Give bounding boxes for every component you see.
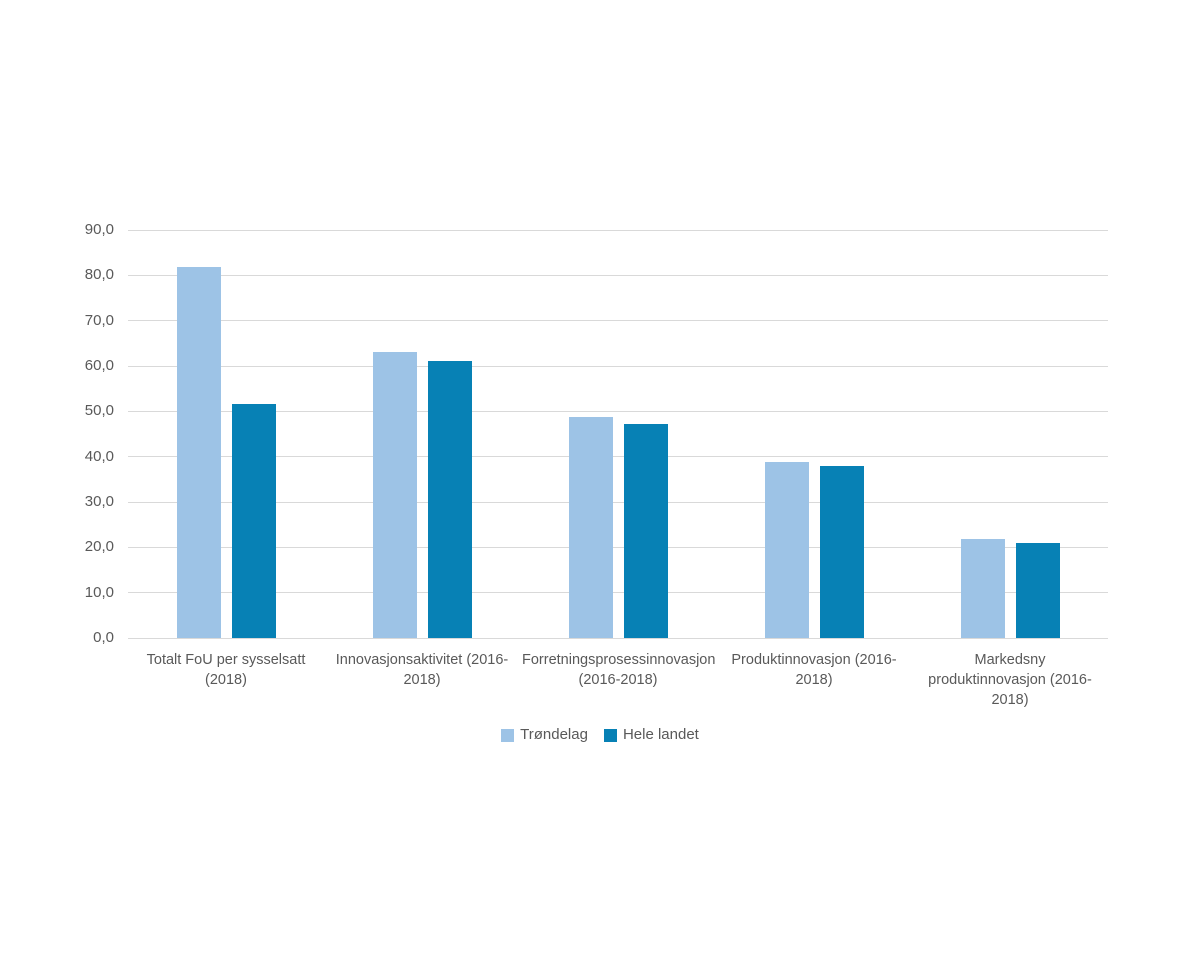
bar-hele-landet [623, 424, 668, 638]
y-tick-label: 0,0 [93, 629, 114, 646]
y-axis-tick-labels: 0,0 10,0 20,0 30,0 40,0 50,0 60,0 70,0 80,0 90,0 [14, 0, 114, 973]
y-tick-label: 20,0 [84, 538, 114, 556]
bar-hele-landet [819, 465, 864, 638]
y-tick-label: 90,0 [84, 221, 114, 238]
x-category-label: Totalt FoU per sysselsatt (2018) [128, 650, 324, 690]
legend-label: Trøndelag [520, 726, 588, 743]
legend: Trøndelag Hele landet [0, 726, 1200, 744]
bar-group-3 [520, 230, 716, 638]
gridline-y-20 [128, 546, 1108, 548]
legend-item-hele-landet: Hele landet [603, 726, 699, 744]
x-category-label: Markedsny produktinnovasjon (2016-2018) [912, 650, 1108, 710]
gridline-y-30 [128, 501, 1108, 503]
gridline-y-90 [128, 229, 1108, 231]
gridline-y-60 [128, 365, 1108, 367]
bar-trøndelag [176, 267, 221, 638]
y-tick-label: 40,0 [84, 447, 114, 465]
legend-swatch-icon [501, 728, 515, 742]
gridline-y-80 [128, 274, 1108, 276]
y-tick-label: 10,0 [84, 583, 114, 601]
x-category-label-text: Markedsny produktinnovasjon (2016-2018) [928, 652, 1092, 708]
bar-trøndelag [764, 461, 809, 638]
gridline-y-10 [128, 592, 1108, 594]
bar-trøndelag [372, 352, 417, 638]
legend-label: Hele landet [622, 726, 699, 743]
legend-item-trøndelag: Trøndelag [501, 726, 588, 744]
bar-group-1 [128, 230, 324, 638]
x-category-label-text: Totalt FoU per sysselsatt (2018) [146, 652, 306, 688]
bar-hele-landet [231, 403, 276, 638]
gridline-y-50 [128, 410, 1108, 412]
x-category-label: Forretningsprosessinnovasjon (2016-2018) [520, 650, 716, 690]
gridline-y-40 [128, 456, 1108, 458]
y-tick-label: 50,0 [84, 402, 114, 420]
y-tick-label: 70,0 [84, 311, 114, 329]
bar-trøndelag [568, 416, 613, 638]
gridline-y-0 [128, 637, 1108, 639]
bar-trøndelag [960, 539, 1005, 638]
bar-hele-landet [427, 361, 472, 638]
bar-group-2 [324, 230, 520, 638]
x-category-label: Produktinnovasjon (2016-2018) [716, 650, 912, 690]
x-category-label-text: Produktinnovasjon (2016-2018) [731, 652, 897, 688]
y-tick-label: 30,0 [84, 493, 114, 510]
y-tick-label: 60,0 [84, 357, 114, 374]
x-category-label-text: Forretningsprosessinnovasjon (2016-2018) [522, 652, 716, 688]
x-category-label: Innovasjonsaktivitet (2016-2018) [324, 650, 520, 690]
y-tick-label: 80,0 [84, 266, 114, 284]
bar-group-4 [716, 230, 912, 638]
x-category-label-text: Innovasjonsaktivitet (2016-2018) [335, 652, 509, 688]
bar-hele-landet [1015, 543, 1060, 638]
bar-group-5 [912, 230, 1108, 638]
gridline-y-70 [128, 320, 1108, 322]
legend-swatch-icon [603, 728, 617, 742]
plot-area [128, 229, 1108, 639]
